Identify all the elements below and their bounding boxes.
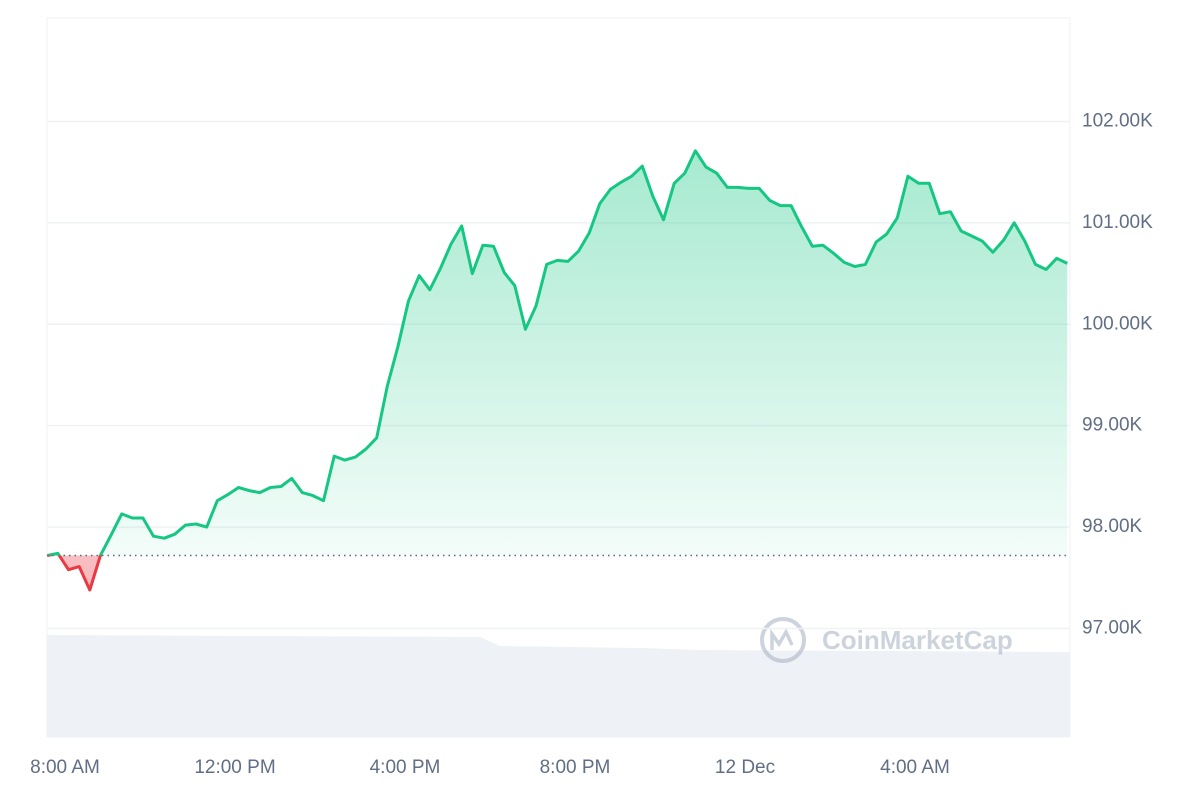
x-tick-label: 12:00 PM	[194, 757, 275, 778]
y-tick-label: 98.00K	[1082, 516, 1143, 537]
y-tick-label: 100.00K	[1082, 313, 1153, 334]
x-tick-label: 8:00 AM	[30, 757, 100, 778]
y-tick-label: 102.00K	[1082, 110, 1153, 131]
x-tick-label: 4:00 PM	[370, 757, 441, 778]
area-up	[47, 150, 1068, 556]
x-tick-label: 12 Dec	[715, 757, 775, 778]
watermark: CoinMarketCap	[760, 617, 1013, 663]
x-tick-label: 4:00 AM	[880, 757, 950, 778]
watermark-text: CoinMarketCap	[822, 625, 1013, 655]
y-tick-label: 101.00K	[1082, 212, 1153, 233]
y-tick-label: 99.00K	[1082, 415, 1143, 436]
x-tick-label: 8:00 PM	[540, 757, 611, 778]
price-line-up	[47, 149, 1068, 556]
volume-band	[47, 635, 1070, 737]
y-tick-label: 97.00K	[1082, 618, 1143, 639]
